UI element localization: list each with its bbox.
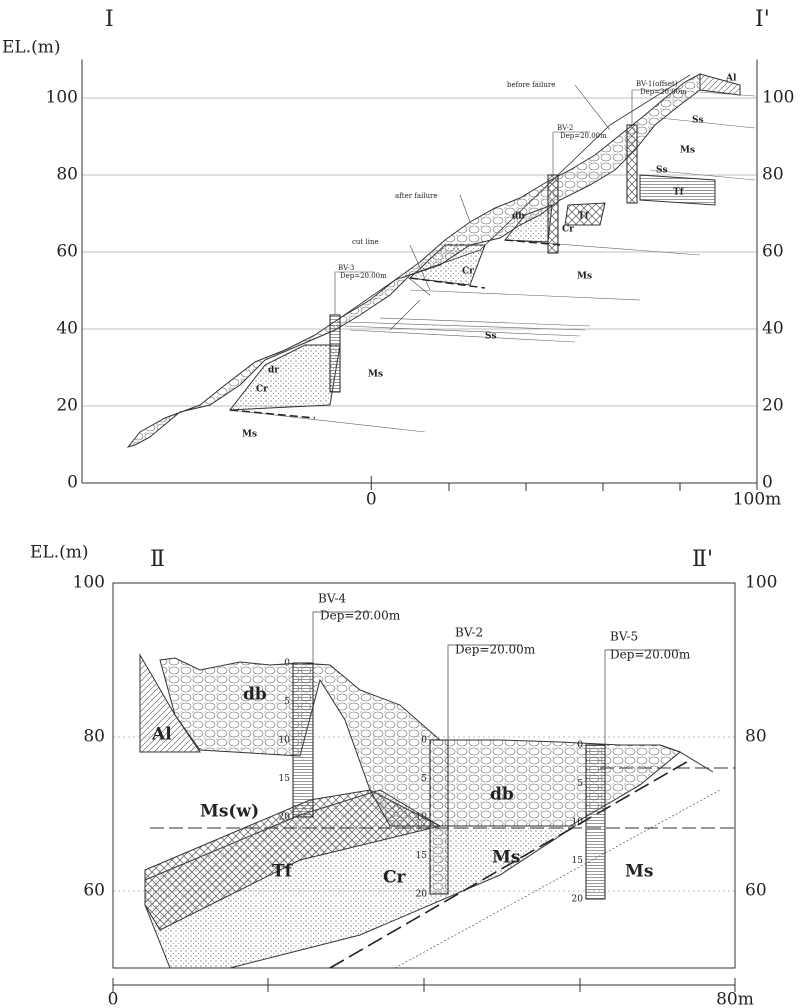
borehole bbox=[586, 745, 605, 899]
debris bbox=[128, 74, 700, 447]
section-mark: Ⅱ' bbox=[692, 547, 713, 572]
unit-label: Al bbox=[725, 74, 737, 84]
depth-label: 15 bbox=[416, 851, 428, 861]
unit-label: Ms bbox=[625, 862, 653, 882]
depth-label: 0 bbox=[284, 659, 290, 669]
borehole-name: BV-3 bbox=[338, 264, 354, 272]
y-tick-label: 60 bbox=[745, 881, 767, 901]
depth-label: 0 bbox=[421, 736, 427, 746]
geology bbox=[128, 74, 755, 447]
minor-tick bbox=[449, 483, 680, 491]
depth-label: 5 bbox=[284, 697, 290, 707]
y-tick-label: 80 bbox=[762, 165, 784, 185]
unit-label: db bbox=[243, 685, 267, 705]
annotation: before failure bbox=[507, 81, 555, 89]
borehole-depth: Dep=20.00m bbox=[320, 609, 401, 623]
borehole bbox=[430, 740, 448, 894]
unit-label: Ms bbox=[492, 848, 520, 868]
x-tick-label: 100m bbox=[733, 490, 782, 510]
y-tick-label: 0 bbox=[67, 473, 78, 493]
unit-label: Tf bbox=[578, 212, 590, 222]
y-tick-label: 100 bbox=[745, 573, 777, 593]
y-tick-label: 40 bbox=[56, 319, 78, 339]
depth-label: 10 bbox=[279, 736, 291, 746]
annotation: after failure bbox=[395, 192, 438, 200]
y-tick-label: 100 bbox=[762, 88, 794, 108]
y-tick-label: 20 bbox=[762, 396, 784, 416]
y-tick-label: 20 bbox=[56, 396, 78, 416]
depth-label: 20 bbox=[416, 890, 428, 900]
y-tick-label: 80 bbox=[56, 165, 78, 185]
y-tick-label: 100 bbox=[73, 573, 105, 593]
unit-label: Ss bbox=[485, 332, 497, 342]
y-tick-label: 40 bbox=[762, 319, 784, 339]
depth-label: 20 bbox=[279, 813, 291, 823]
unit-label: Ss bbox=[692, 116, 704, 126]
borehole-depth: Dep=20.00m bbox=[640, 88, 687, 96]
borehole-name: BV-4 bbox=[318, 592, 346, 606]
y-tick-label: 60 bbox=[83, 881, 105, 901]
borehole-depth: Dep=20.00m bbox=[340, 272, 387, 280]
borehole-depth: Dep=20.00m bbox=[455, 643, 536, 657]
depth-label: 10 bbox=[416, 813, 428, 823]
borehole bbox=[548, 175, 558, 253]
unit-label: db bbox=[490, 785, 514, 805]
depth-label: 15 bbox=[572, 856, 584, 866]
unit-label: Tf bbox=[673, 188, 685, 198]
depth-label: 5 bbox=[421, 774, 427, 784]
unit-label: Ms(w) bbox=[200, 802, 259, 822]
unit-label: Tf bbox=[272, 862, 294, 882]
x-tick-label: 0 bbox=[108, 990, 119, 1008]
unit-label: Ms bbox=[577, 272, 592, 282]
depth-label: 0 bbox=[577, 741, 583, 751]
section-mark: Ⅰ' bbox=[755, 7, 770, 32]
axis-label: EL.(m) bbox=[30, 543, 89, 563]
unit-label: dr bbox=[268, 366, 279, 376]
borehole-depth: Dep=20.00m bbox=[610, 648, 691, 662]
depth-label: 20 bbox=[572, 895, 584, 905]
unit-label: Ms bbox=[242, 430, 257, 440]
depth-label: 5 bbox=[577, 779, 583, 789]
depth-label: 15 bbox=[279, 774, 291, 784]
y-tick-label: 80 bbox=[83, 727, 105, 747]
unit-label: db bbox=[512, 212, 525, 222]
borehole-depth: Dep=20.00m bbox=[560, 132, 607, 140]
section-mark: Ⅱ bbox=[150, 547, 165, 572]
cross-sections: Ⅰ Ⅰ' EL.(m) BV-1(offset) Dep=20.00m BV-2… bbox=[0, 0, 806, 1008]
y-tick-label: 100 bbox=[46, 88, 78, 108]
unit-label: Ss bbox=[656, 166, 668, 176]
borehole bbox=[293, 663, 313, 817]
x-tick-label: 80m bbox=[716, 990, 754, 1008]
section-1: Ⅰ Ⅰ' EL.(m) BV-1(offset) Dep=20.00m BV-2… bbox=[2, 7, 794, 510]
axis-label: EL.(m) bbox=[2, 38, 61, 58]
geology bbox=[140, 612, 735, 968]
section-mark: Ⅰ bbox=[105, 7, 114, 32]
section-2: Ⅱ Ⅱ' EL.(m) BV-4 Dep=20.00m BV-2 Dep=20.… bbox=[30, 543, 777, 1008]
borehole-name: BV-2 bbox=[455, 626, 483, 640]
unit-label: Cr bbox=[562, 225, 574, 235]
y-tick-label: 60 bbox=[762, 242, 784, 262]
borehole-name: BV-5 bbox=[610, 630, 638, 644]
unit-label: Ms bbox=[368, 370, 383, 380]
x-tick-label: 0 bbox=[366, 490, 377, 510]
borehole bbox=[330, 315, 340, 392]
unit-label: Cr bbox=[462, 267, 474, 277]
axis-minor-ticks bbox=[449, 483, 680, 491]
unit-label: Ms bbox=[680, 146, 695, 156]
borehole-leader bbox=[335, 90, 672, 315]
y-tick-label: 80 bbox=[745, 727, 767, 747]
borehole-name: BV-2 bbox=[557, 124, 573, 132]
y-tick-label: 60 bbox=[56, 242, 78, 262]
borehole-name: BV-1(offset) bbox=[636, 80, 678, 88]
depth-label: 10 bbox=[572, 818, 584, 828]
borehole bbox=[627, 125, 637, 203]
unit-label: Cr bbox=[256, 385, 268, 395]
unit-label: Cr bbox=[383, 868, 407, 888]
unit-label: Al bbox=[151, 725, 172, 745]
annotation: cut line bbox=[352, 238, 379, 246]
